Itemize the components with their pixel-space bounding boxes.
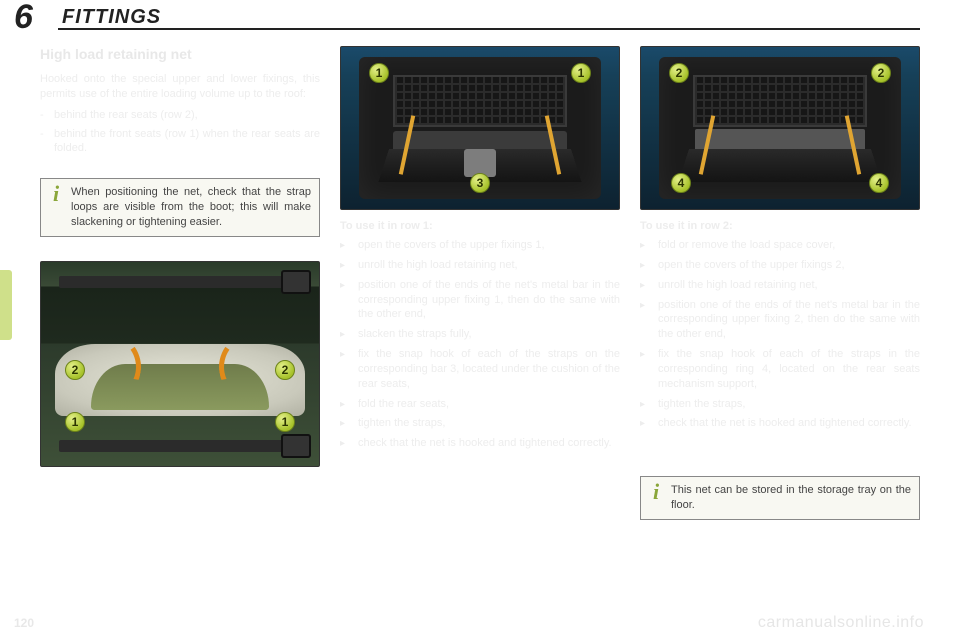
intro-paragraph: Hooked onto the special upper and lower … xyxy=(40,72,320,102)
step-item: check that the net is hooked and tighten… xyxy=(640,416,920,431)
page-header: 6 FITTINGS xyxy=(0,0,960,34)
callout-badge: 2 xyxy=(871,63,891,83)
section-title: High load retaining net xyxy=(40,46,320,62)
callout-badge: 4 xyxy=(671,173,691,193)
illus-net xyxy=(693,75,867,127)
step-item: slacken the straps fully, xyxy=(340,327,620,342)
info-box-positioning: i When positioning the net, check that t… xyxy=(40,178,320,237)
row1-heading: To use it in row 1: xyxy=(340,220,620,232)
illus-bar xyxy=(59,440,297,452)
row2-heading: To use it in row 2: xyxy=(640,220,920,232)
intro-list: behind the rear seats (row 2), behind th… xyxy=(40,108,320,157)
illus-bar xyxy=(59,276,297,288)
info-box-storage: i This net can be stored in the storage … xyxy=(640,476,920,520)
info-text: This net can be stored in the storage tr… xyxy=(671,484,911,511)
row2-steps: fold or remove the load space cover, ope… xyxy=(640,238,920,431)
step-item: fold the rear seats, xyxy=(340,397,620,412)
callout-badge: 1 xyxy=(275,412,295,432)
column-right: 2 2 4 4 To use it in row 2: fold or remo… xyxy=(640,46,920,616)
intro-text: Hooked onto the special upper and lower … xyxy=(40,72,320,156)
callout-badge: 2 xyxy=(65,360,85,380)
info-icon: i xyxy=(47,185,65,203)
callout-badge: 1 xyxy=(571,63,591,83)
illus-trunk-opening xyxy=(659,57,901,199)
step-item: check that the net is hooked and tighten… xyxy=(340,436,620,451)
row1-steps: open the covers of the upper fixings 1, … xyxy=(340,238,620,451)
illustration-fixings: 2 2 1 1 xyxy=(40,261,320,467)
callout-badge: 4 xyxy=(869,173,889,193)
header-rule xyxy=(58,28,920,30)
manual-page: 6 FITTINGS High load retaining net Hooke… xyxy=(0,0,960,640)
callout-badge: 1 xyxy=(65,412,85,432)
illustration-row1: 1 1 3 xyxy=(340,46,620,210)
info-text: When positioning the net, check that the… xyxy=(71,186,311,228)
row2-step-list: fold or remove the load space cover, ope… xyxy=(640,238,920,431)
callout-badge: 2 xyxy=(275,360,295,380)
intro-list-item: behind the rear seats (row 2), xyxy=(40,108,320,123)
step-item: unroll the high load retaining net, xyxy=(340,258,620,273)
step-item: position one of the ends of the net's me… xyxy=(640,298,920,343)
illustration-row2: 2 2 4 4 xyxy=(640,46,920,210)
column-left: High load retaining net Hooked onto the … xyxy=(40,46,320,616)
content-area: High load retaining net Hooked onto the … xyxy=(40,46,920,616)
intro-list-item: behind the front seats (row 1) when the … xyxy=(40,127,320,157)
page-number: 120 xyxy=(14,616,34,630)
step-item: tighten the straps, xyxy=(640,397,920,412)
illus-floor xyxy=(679,149,882,182)
step-item: unroll the high load retaining net, xyxy=(640,278,920,293)
chapter-title: FITTINGS xyxy=(62,6,161,29)
step-item: tighten the straps, xyxy=(340,416,620,431)
step-item: fix the snap hook of each of the straps … xyxy=(640,347,920,392)
illus-net xyxy=(393,75,567,127)
watermark: carmanualsonline.info xyxy=(758,614,924,632)
step-item: open the covers of the upper fixings 2, xyxy=(640,258,920,273)
callout-badge: 2 xyxy=(669,63,689,83)
step-item: fix the snap hook of each of the straps … xyxy=(340,347,620,392)
callout-badge: 3 xyxy=(470,173,490,193)
column-middle: 1 1 3 To use it in row 1: open the cover… xyxy=(340,46,620,616)
info-icon: i xyxy=(647,483,665,501)
callout-badge: 1 xyxy=(369,63,389,83)
step-item: position one of the ends of the net's me… xyxy=(340,278,620,323)
step-item: open the covers of the upper fixings 1, xyxy=(340,238,620,253)
illus-net-roll xyxy=(281,270,311,294)
chapter-number: 6 xyxy=(14,0,33,37)
illus-net-roll xyxy=(281,434,311,458)
section-tab xyxy=(0,270,12,340)
row1-step-list: open the covers of the upper fixings 1, … xyxy=(340,238,620,451)
step-item: fold or remove the load space cover, xyxy=(640,238,920,253)
